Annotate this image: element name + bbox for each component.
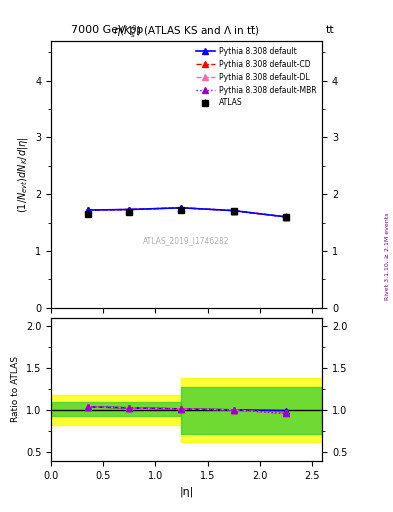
Pythia 8.308 default-MBR (127, 206, 132, 212)
Pythia 8.308 default (85, 207, 90, 213)
Pythia 8.308 default-CD (283, 214, 288, 220)
Legend: Pythia 8.308 default, Pythia 8.308 default-CD, Pythia 8.308 default-DL, Pythia 8: Pythia 8.308 default, Pythia 8.308 defau… (193, 45, 318, 110)
Pythia 8.308 default-CD (179, 205, 184, 211)
Pythia 8.308 default (231, 207, 236, 214)
Text: 7000 GeV pp: 7000 GeV pp (71, 25, 143, 35)
Line: Pythia 8.308 default-CD: Pythia 8.308 default-CD (85, 205, 288, 220)
Pythia 8.308 default-DL (85, 207, 90, 213)
Pythia 8.308 default-CD (127, 206, 132, 212)
Pythia 8.308 default-CD (231, 207, 236, 214)
Title: $\eta(K_s^0)$ (ATLAS KS and $\Lambda$ in tt̄): $\eta(K_s^0)$ (ATLAS KS and $\Lambda$ in… (113, 24, 260, 40)
Pythia 8.308 default (179, 205, 184, 211)
X-axis label: |η|: |η| (180, 486, 194, 497)
Pythia 8.308 default-DL (179, 205, 184, 211)
Pythia 8.308 default-DL (283, 214, 288, 220)
Pythia 8.308 default-MBR (231, 207, 236, 214)
Line: Pythia 8.308 default: Pythia 8.308 default (85, 205, 288, 220)
Text: tt: tt (326, 25, 335, 35)
Line: Pythia 8.308 default-MBR: Pythia 8.308 default-MBR (85, 205, 288, 220)
Pythia 8.308 default (283, 214, 288, 220)
Pythia 8.308 default (127, 206, 132, 212)
Text: ATLAS_2019_I1746282: ATLAS_2019_I1746282 (143, 237, 230, 245)
Pythia 8.308 default-MBR (179, 205, 184, 211)
Pythia 8.308 default-DL (231, 207, 236, 214)
Y-axis label: $(1/N_{evt}) dN_K/d|\eta|$: $(1/N_{evt}) dN_K/d|\eta|$ (16, 136, 29, 212)
Pythia 8.308 default-MBR (85, 207, 90, 213)
Pythia 8.308 default-CD (85, 207, 90, 213)
Text: Rivet 3.1.10, ≥ 2.1M events: Rivet 3.1.10, ≥ 2.1M events (385, 212, 389, 300)
Pythia 8.308 default-DL (127, 206, 132, 212)
Y-axis label: Ratio to ATLAS: Ratio to ATLAS (11, 356, 20, 422)
Line: Pythia 8.308 default-DL: Pythia 8.308 default-DL (85, 205, 288, 220)
Pythia 8.308 default-MBR (283, 214, 288, 220)
